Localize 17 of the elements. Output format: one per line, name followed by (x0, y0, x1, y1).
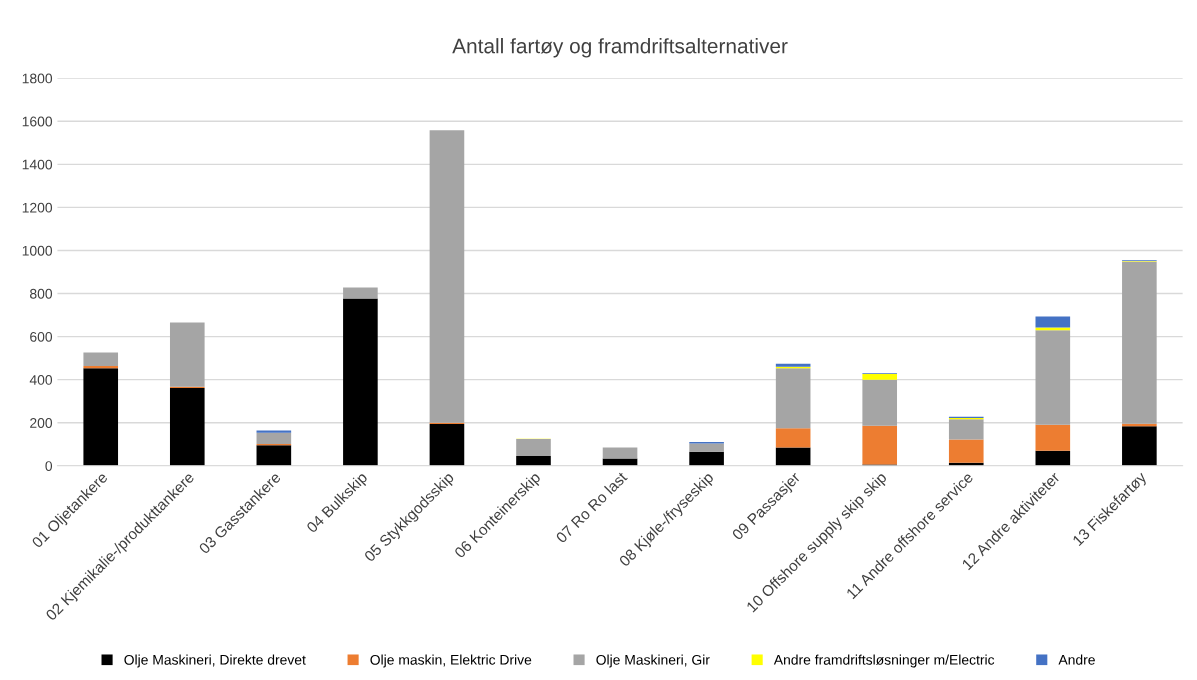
legend-label: Andre framdriftsløsninger m/Electric (773, 654, 995, 668)
y-tick-label: 0 (45, 461, 53, 471)
legend-label: Olje Maskineri, Gir (596, 654, 710, 668)
y-tick-label: 400 (29, 375, 53, 385)
y-tick-label: 1600 (22, 116, 53, 127)
legend-label: Andre (1058, 654, 1095, 665)
y-tick-label: 800 (30, 288, 53, 299)
legend-label: Olje Maskineri, Direkte drevet (124, 654, 306, 668)
y-tick-label: 600 (30, 331, 53, 342)
y-tick-label: 1000 (22, 245, 53, 256)
x-tick-label: 07 Ro Ro last (555, 470, 628, 544)
legend-label: Olje maskin, Elektric Drive (370, 654, 532, 668)
y-tick-label: 200 (30, 418, 53, 428)
chart-title: Antall fartøy og framdriftsalternativer (452, 38, 788, 58)
y-tick-label: 1400 (22, 159, 53, 170)
y-tick-label: 1200 (22, 202, 53, 213)
y-tick-label: 1800 (22, 73, 53, 84)
